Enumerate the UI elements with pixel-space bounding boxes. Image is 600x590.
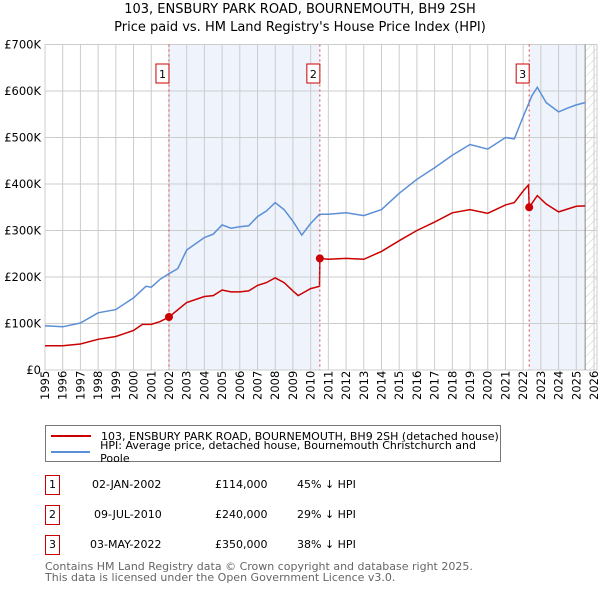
x-tick-label: 2020 [481, 371, 495, 400]
legend-label: 103, ENSBURY PARK ROAD, BOURNEMOUTH, BH9… [101, 429, 499, 443]
sale-label-box [515, 63, 530, 84]
y-tick-label: £400K [4, 177, 41, 191]
x-tick-label: 2004 [197, 371, 211, 400]
transaction-price: £114,000 [215, 478, 268, 491]
x-tick-label: 1999 [109, 371, 123, 400]
plot-border [44, 44, 598, 371]
sale-label-number: 2 [310, 68, 317, 81]
transaction-hpi-diff: 29% ↓ HPI [297, 508, 356, 521]
x-tick-label: 2011 [321, 371, 335, 400]
x-tick-label: 2016 [410, 371, 424, 400]
x-tick-label: 2024 [552, 371, 566, 400]
x-tick-label: 2009 [286, 371, 300, 400]
sale-label-number: 1 [159, 68, 166, 81]
price-chart: 1995 1996 1997 1998 1999 2000 2001 2002 2003 2004… [4, 38, 600, 401]
y-tick-label: £100K [4, 317, 41, 331]
sale-label-box [155, 63, 170, 84]
x-tick-label: 2005 [215, 371, 229, 400]
legend-swatch-blue [51, 451, 91, 453]
forecast-hatch [585, 44, 597, 370]
series-line-hpi [44, 85, 586, 328]
chart-subtitle: Price paid vs. HM Land Registry's House … [114, 20, 486, 35]
legend: 103, ENSBURY PARK ROAD, BOURNEMOUTH, BH9… [45, 425, 501, 465]
legend-label: HPI: Average price, detached house, Bour… [100, 439, 477, 465]
transaction-price: £350,000 [215, 538, 268, 551]
x-tick-label: 2019 [463, 371, 477, 400]
transaction-number-badge: 2 [45, 505, 60, 525]
sale-point [525, 203, 534, 212]
y-tick-label: £600K [4, 84, 41, 98]
transaction-date: 03-MAY-2022 [90, 538, 162, 551]
footer-copyright: Contains HM Land Registry data © Crown c… [45, 560, 473, 573]
x-tick-label: 2002 [162, 371, 176, 400]
x-tick-label: 2013 [357, 371, 371, 400]
series-line-property [45, 182, 586, 347]
sale-label-number: 3 [519, 68, 526, 81]
x-tick-label: 2018 [445, 371, 459, 400]
x-tick-label: 2010 [304, 371, 318, 400]
x-tick-label: 2025 [569, 371, 583, 400]
transaction-price: £240,000 [215, 508, 268, 521]
x-tick-label: 2015 [392, 371, 406, 400]
legend-item-hpi: HPI: Average price, detached house, Bour… [46, 439, 500, 465]
legend-item-property: 103, ENSBURY PARK ROAD, BOURNEMOUTH, BH9… [46, 428, 499, 444]
transaction-hpi-diff: 38% ↓ HPI [297, 538, 356, 551]
transaction-row: 1 02-JAN-2002 £114,000 45% ↓ HPI [45, 475, 445, 495]
transaction-row: 3 03-MAY-2022 £350,000 38% ↓ HPI [45, 535, 445, 555]
x-tick-label: 1998 [91, 371, 105, 400]
y-tick-label: £300K [4, 224, 41, 238]
x-tick-label: 2001 [144, 371, 158, 400]
transaction-number-badge: 3 [45, 535, 60, 555]
x-tick-label: 2021 [498, 371, 512, 400]
x-tick-label: 2014 [374, 371, 388, 400]
sale-point [315, 254, 324, 263]
sale-point [164, 312, 173, 321]
transaction-date: 02-JAN-2002 [92, 478, 162, 491]
transaction-date: 09-JUL-2010 [94, 508, 162, 521]
x-tick-label: 2003 [180, 371, 194, 400]
x-tick-label: 2007 [251, 371, 265, 400]
x-tick-label: 2006 [233, 371, 247, 400]
x-tick-label: 2008 [268, 371, 282, 400]
legend-swatch-red [51, 435, 91, 437]
y-tick-label: £700K [4, 38, 41, 52]
shaded-period [168, 44, 320, 370]
sale-label-box [306, 63, 321, 84]
transaction-number-badge: 1 [45, 475, 60, 495]
y-tick-label: £200K [4, 270, 41, 284]
x-tick-label: 2023 [534, 371, 548, 400]
chart-title: 103, ENSBURY PARK ROAD, BOURNEMOUTH, BH9… [124, 2, 476, 17]
x-tick-label: 1996 [56, 371, 70, 400]
x-tick-label: 1997 [73, 371, 87, 400]
y-tick-label: £500K [4, 131, 41, 145]
transaction-row: 2 09-JUL-2010 £240,000 29% ↓ HPI [45, 505, 445, 525]
transaction-hpi-diff: 45% ↓ HPI [297, 478, 356, 491]
x-tick-label: 2000 [127, 371, 141, 400]
x-tick-label: 1995 [38, 371, 52, 400]
x-tick-label: 2022 [516, 371, 530, 400]
x-tick-label: 2026 [587, 371, 600, 400]
footer-licence: This data is licensed under the Open Gov… [45, 571, 396, 584]
y-tick-label: £0 [26, 363, 41, 377]
x-tick-label: 2017 [428, 371, 442, 400]
x-tick-label: 2012 [339, 371, 353, 400]
